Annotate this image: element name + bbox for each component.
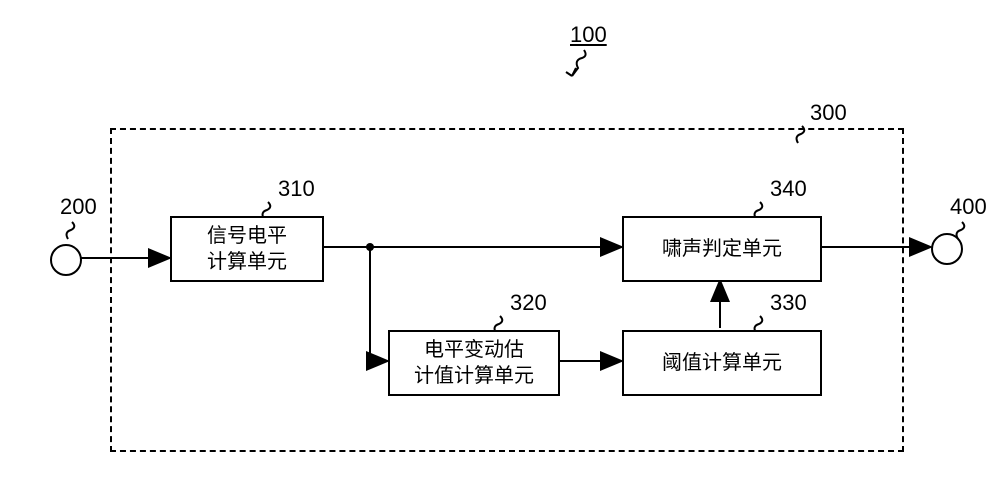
block-howl-judge: 啸声判定单元 — [622, 216, 822, 282]
ref-330: 330 — [770, 290, 807, 316]
input-port — [50, 244, 82, 276]
diagram-ref-100: 100 — [570, 22, 607, 48]
ref-200: 200 — [60, 194, 97, 220]
ref-310: 310 — [278, 176, 315, 202]
block-signal-level-line2: 计算单元 — [207, 249, 287, 275]
block-threshold-calc: 阈值计算单元 — [622, 330, 822, 396]
block-signal-level: 信号电平 计算单元 — [170, 216, 324, 282]
ref-340: 340 — [770, 176, 807, 202]
ref-300: 300 — [810, 100, 847, 126]
block-threshold-calc-line1: 阈值计算单元 — [662, 350, 782, 376]
block-signal-level-line1: 信号电平 — [207, 223, 287, 249]
block-level-var-est: 电平变动估 计值计算单元 — [388, 330, 560, 396]
ref-320: 320 — [510, 290, 547, 316]
output-port — [931, 233, 963, 265]
block-level-var-est-line1: 电平变动估 — [424, 337, 524, 363]
ref-400: 400 — [950, 194, 987, 220]
block-howl-judge-line1: 啸声判定单元 — [662, 236, 782, 262]
block-level-var-est-line2: 计值计算单元 — [414, 363, 534, 389]
